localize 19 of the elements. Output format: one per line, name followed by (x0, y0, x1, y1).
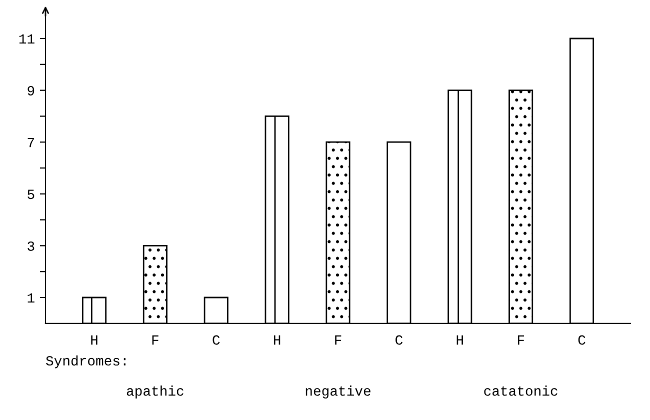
y-tick-label: 3 (28, 241, 34, 251)
x-tick-label: H (456, 335, 463, 345)
y-tick-label: 1 (28, 293, 34, 303)
x-tick-label: F (518, 335, 524, 345)
y-tick-label: 5 (28, 190, 34, 200)
x-tick-label: F (335, 335, 342, 345)
y-tick-label: 7 (28, 138, 34, 148)
x-tick-label: F (152, 335, 158, 345)
x-tick-label: C (578, 335, 586, 345)
x-tick-label: C (212, 335, 220, 345)
y-tick-label: 11 (19, 34, 34, 44)
text: apathic (126, 386, 184, 399)
text: Syndromes: (46, 355, 126, 368)
x-tick-label: H (91, 335, 98, 345)
x-tick-label: H (274, 335, 280, 345)
text: negative (306, 386, 370, 398)
y-tick-label: 9 (28, 86, 34, 96)
text: catatonic (484, 386, 558, 396)
x-tick-label: C (396, 335, 403, 345)
